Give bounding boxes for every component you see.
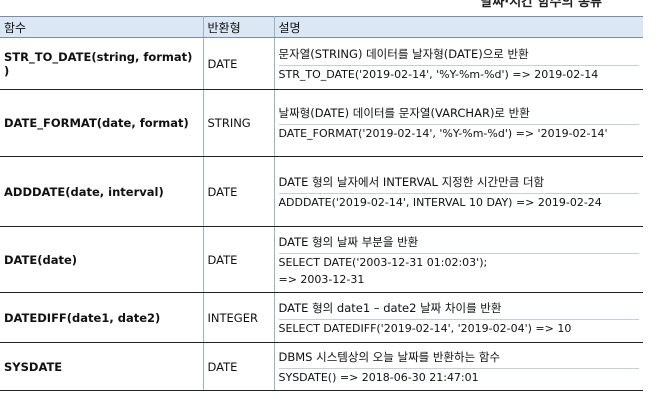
example-text: ADDDATE('2019-02-14', INTERVAL 10 DAY) =… bbox=[278, 192, 639, 212]
table-row: DATEDIFF(date1, date2) INTEGER DATE 형의 d… bbox=[0, 292, 643, 343]
function-name: STR_TO_DATE(string, format) ) bbox=[0, 37, 204, 90]
return-type: INTEGER bbox=[203, 292, 275, 343]
table-row: DATE(date) DATE DATE 형의 날짜 부분을 반환 SELECT… bbox=[0, 226, 643, 293]
function-name: DATE(date) bbox=[0, 226, 204, 293]
table-row: DATE_FORMAT(date, format) STRING 날짜형(DAT… bbox=[0, 89, 643, 157]
description-cell: DATE 형의 date1 – date2 날짜 차이를 반환 SELECT D… bbox=[274, 292, 643, 343]
return-type: DATE bbox=[203, 226, 275, 293]
table-row: ADDDATE(date, interval) DATE DATE 형의 날자에… bbox=[0, 156, 643, 227]
description-text: DBMS 시스템상의 오늘 날짜를 반환하는 함수 bbox=[278, 349, 501, 364]
header-return-type: 반환형 bbox=[203, 16, 275, 38]
function-table: 함수 반환형 설명 STR_TO_DATE(string, format) ) … bbox=[0, 16, 643, 391]
table-row: STR_TO_DATE(string, format) ) DATE 문자열(S… bbox=[0, 37, 643, 90]
description-cell: DATE 형의 날자에서 INTERVAL 지정한 시간만큼 더함 ADDDAT… bbox=[274, 156, 643, 227]
return-type: DATE bbox=[203, 342, 275, 391]
function-name: DATEDIFF(date1, date2) bbox=[0, 292, 204, 343]
page-title: 날짜·시간 함수의 종류 bbox=[480, 0, 602, 10]
function-name: ADDDATE(date, interval) bbox=[0, 156, 204, 227]
table-row: SYSDATE DATE DBMS 시스템상의 오늘 날짜를 반환하는 함수 S… bbox=[0, 342, 643, 391]
description-text: DATE 형의 날짜 부분을 반환 bbox=[278, 234, 419, 249]
example-text: SELECT DATEDIFF('2019-02-14', '2019-02-0… bbox=[278, 318, 639, 338]
description-text: 날짜형(DATE) 데이터를 문자열(VARCHAR)로 반환 bbox=[278, 106, 530, 120]
example-text: => 2003-12-31 bbox=[278, 272, 365, 286]
description-cell: DATE 형의 날짜 부분을 반환 SELECT DATE('2003-12-3… bbox=[274, 226, 643, 293]
description-cell: 날짜형(DATE) 데이터를 문자열(VARCHAR)로 반환 DATE_FOR… bbox=[274, 89, 643, 157]
description-text: DATE 형의 date1 – date2 날짜 차이를 반환 bbox=[278, 300, 502, 315]
function-name: SYSDATE bbox=[0, 342, 204, 391]
description-cell: DBMS 시스템상의 오늘 날짜를 반환하는 함수 SYSDATE() => 2… bbox=[274, 342, 643, 391]
return-type: STRING bbox=[203, 89, 275, 157]
example-text: STR_TO_DATE('2019-02-14', '%Y-%m-%d') =>… bbox=[278, 64, 639, 84]
description-text: DATE 형의 날자에서 INTERVAL 지정한 시간만큼 더함 bbox=[278, 174, 545, 189]
return-type: DATE bbox=[203, 156, 275, 227]
header-function: 함수 bbox=[0, 16, 204, 38]
return-type: DATE bbox=[203, 37, 275, 90]
example-text: SYSDATE() => 2018-06-30 21:47:01 bbox=[278, 367, 639, 387]
example-text: SELECT DATE('2003-12-31 01:02:03'); bbox=[278, 252, 639, 272]
example-text: DATE_FORMAT('2019-02-14', '%Y-%m-%d') =>… bbox=[278, 124, 639, 143]
table-header-row: 함수 반환형 설명 bbox=[0, 16, 643, 38]
description-cell: 문자열(STRING) 데이터를 날자형(DATE)으로 반환 STR_TO_D… bbox=[274, 37, 643, 90]
header-description: 설명 bbox=[274, 16, 643, 38]
description-text: 문자열(STRING) 데이터를 날자형(DATE)으로 반환 bbox=[278, 46, 529, 61]
function-name: DATE_FORMAT(date, format) bbox=[0, 89, 204, 157]
